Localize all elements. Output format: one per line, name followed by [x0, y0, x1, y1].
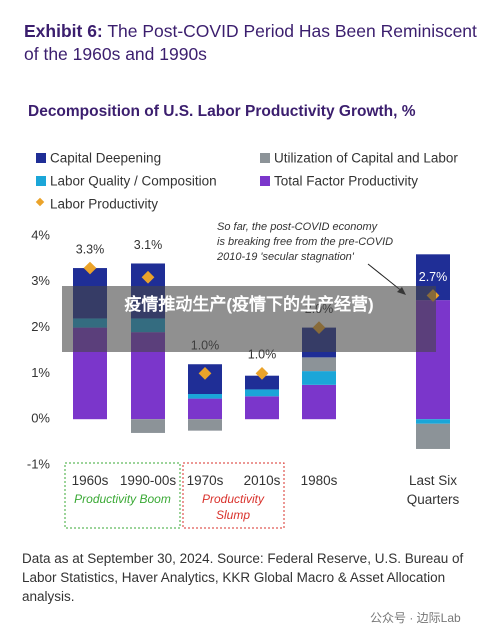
x-tick-label: 1990-00s — [119, 473, 177, 488]
boom-box — [64, 462, 181, 529]
x-tick-label: Last Six Quarters — [406, 473, 460, 507]
footnote: Data as at September 30, 2024. Source: F… — [22, 551, 464, 604]
bar-segment — [188, 419, 222, 431]
bar-segment — [302, 357, 336, 372]
y-tick-label: 3% — [31, 273, 50, 288]
bar-segment — [245, 389, 279, 397]
legend-label: Labor Productivity — [50, 197, 158, 212]
watermark: 公众号 · 边际Lab — [370, 611, 461, 625]
y-tick-label: -1% — [27, 456, 51, 471]
value-label: 2.7% — [419, 270, 448, 284]
productivity-marker — [255, 367, 269, 380]
group-label: Productivity Boom — [74, 492, 171, 506]
bar-segment — [302, 371, 336, 385]
annotation: is breaking free from the pre-COVID — [217, 236, 393, 248]
x-tick-label: 2010s — [243, 473, 281, 488]
bar-segment — [245, 375, 279, 390]
value-label: 3.3% — [76, 242, 105, 256]
bar-segment — [302, 384, 336, 420]
y-tick-label: 4% — [31, 227, 50, 242]
bar-segment — [188, 398, 222, 420]
x-tick-label: 1970s — [186, 473, 224, 488]
group-label: Productivity Slump — [201, 492, 265, 522]
productivity-marker — [83, 261, 97, 275]
legend-label: Labor Quality / Composition — [50, 174, 217, 189]
y-tick-label: 1% — [31, 365, 50, 380]
x-tick-label: 1960s — [71, 473, 109, 488]
bar-segment — [245, 396, 279, 420]
legend-label: Total Factor Productivity — [274, 174, 418, 189]
legend-swatch — [260, 176, 270, 186]
y-tick-label: 2% — [31, 319, 50, 334]
slump-box — [182, 462, 285, 529]
chart-subtitle: Decomposition of U.S. Labor Productivity… — [28, 103, 416, 120]
chart-title: The Post-COVID Period Has Been Reminisce… — [24, 21, 477, 64]
bar-segment — [131, 419, 165, 433]
productivity-marker — [198, 367, 212, 380]
value-label: 3.1% — [134, 238, 163, 252]
exhibit-label: Exhibit 6: — [24, 21, 103, 41]
bar-segment — [416, 423, 450, 449]
annotation: So far, the post-COVID economy — [217, 221, 379, 233]
legend-label: Capital Deepening — [50, 151, 161, 166]
bar-segment — [188, 394, 222, 399]
annotation: 2010-19 'secular stagnation' — [216, 251, 355, 263]
y-tick-label: 0% — [31, 411, 50, 426]
legend-swatch — [36, 153, 46, 163]
overlay-banner: 疫情推动生产(疫情下的生产经营) — [62, 286, 436, 352]
legend-label: Utilization of Capital and Labor — [274, 151, 458, 166]
bar-segment — [416, 419, 450, 424]
productivity-marker — [141, 270, 155, 284]
legend-marker — [35, 197, 45, 207]
title-block: Exhibit 6: The Post-COVID Period Has Bee… — [24, 20, 494, 66]
legend-swatch — [260, 153, 270, 163]
legend-swatch — [36, 176, 46, 186]
x-tick-label: 1980s — [300, 473, 338, 488]
